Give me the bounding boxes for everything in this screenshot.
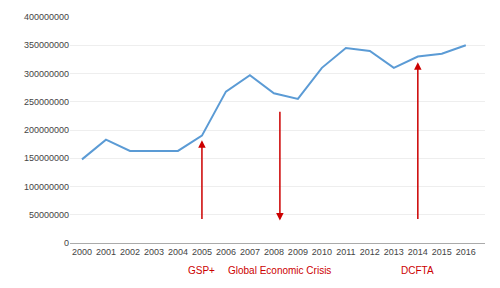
svg-text:2003: 2003 <box>144 247 164 257</box>
svg-text:0: 0 <box>64 238 69 248</box>
svg-text:2007: 2007 <box>240 247 260 257</box>
svg-text:300000000: 300000000 <box>24 69 69 79</box>
svg-text:2001: 2001 <box>96 247 116 257</box>
svg-text:400000000: 400000000 <box>24 12 69 22</box>
svg-text:2009: 2009 <box>288 247 308 257</box>
svg-text:200000000: 200000000 <box>24 125 69 135</box>
svg-text:2005: 2005 <box>192 247 212 257</box>
svg-text:Global Economic Crisis: Global Economic Crisis <box>228 265 331 276</box>
svg-text:150000000: 150000000 <box>24 153 69 163</box>
svg-text:100000000: 100000000 <box>24 182 69 192</box>
svg-text:GSP+: GSP+ <box>188 265 215 276</box>
svg-text:350000000: 350000000 <box>24 40 69 50</box>
svg-text:2011: 2011 <box>336 247 355 257</box>
svg-text:2000: 2000 <box>72 247 92 257</box>
svg-text:DCFTA: DCFTA <box>401 265 434 276</box>
svg-text:2016: 2016 <box>456 247 476 257</box>
svg-text:250000000: 250000000 <box>24 97 69 107</box>
svg-text:50000000: 50000000 <box>29 210 69 220</box>
svg-text:2013: 2013 <box>384 247 404 257</box>
svg-text:2014: 2014 <box>408 247 428 257</box>
svg-text:2010: 2010 <box>312 247 332 257</box>
svg-text:2004: 2004 <box>168 247 188 257</box>
svg-text:2006: 2006 <box>216 247 236 257</box>
svg-text:2012: 2012 <box>360 247 380 257</box>
svg-text:2002: 2002 <box>120 247 140 257</box>
svg-text:2015: 2015 <box>432 247 452 257</box>
svg-text:2008: 2008 <box>264 247 284 257</box>
